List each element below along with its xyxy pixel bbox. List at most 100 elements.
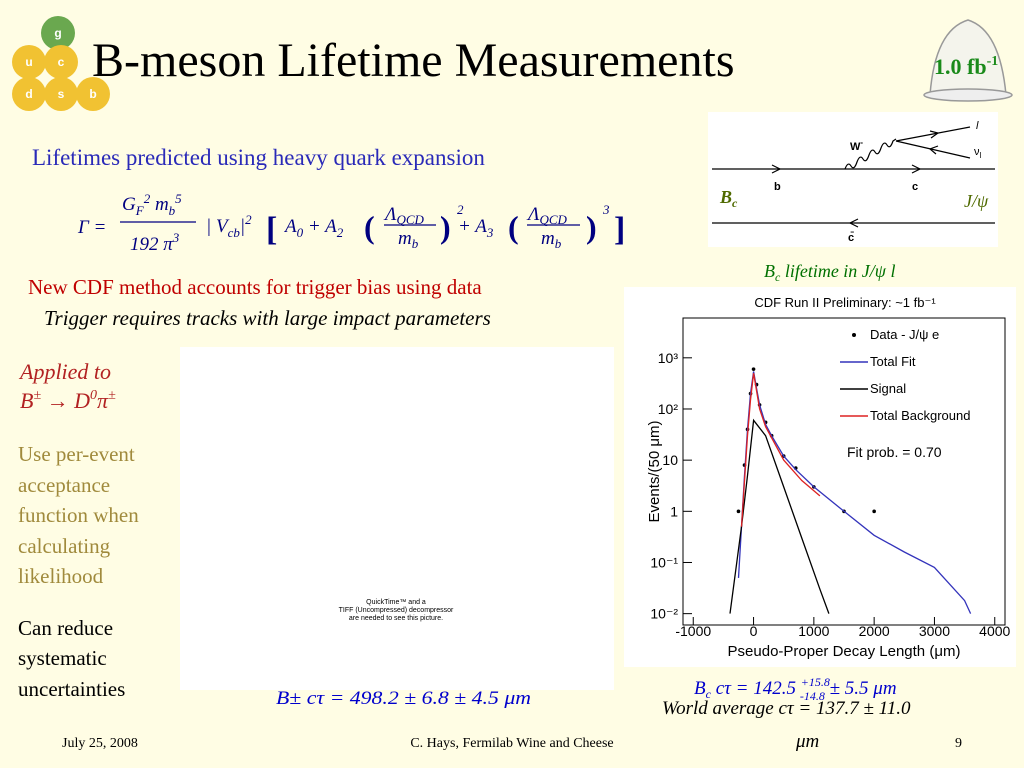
sub: c <box>706 687 712 701</box>
sub: l <box>980 151 982 160</box>
fit-curve <box>729 418 830 614</box>
part <box>771 164 782 174</box>
paren: ( <box>508 209 519 245</box>
logo-letter: s <box>58 87 65 101</box>
footer-date: July 25, 2008 <box>62 736 138 751</box>
paren: ) <box>586 209 597 245</box>
annotation: Fit prob. = 0.70 <box>847 444 942 460</box>
sym: G <box>122 194 136 215</box>
sym: ± 5.5 μm <box>825 678 897 699</box>
text-line: Can reduce <box>18 616 113 640</box>
acceptance-text: Use per-event acceptance function when c… <box>18 442 139 588</box>
nu-label: νl <box>974 146 982 160</box>
data-point <box>736 509 741 514</box>
logo-letter: g <box>54 26 61 40</box>
sub: 2 <box>337 225 344 240</box>
power: 3 <box>602 202 610 217</box>
bracket: [ <box>266 211 277 248</box>
logo-ball <box>44 45 78 79</box>
cbar-label: c̄ <box>848 232 854 244</box>
text-line: function when <box>18 503 139 527</box>
chart: CDF Run II Preliminary: ~1 fb⁻¹ Pseudo-Pr… <box>646 295 1011 660</box>
sup: ± <box>108 388 116 403</box>
trigger-text: Trigger requires tracks with large impac… <box>44 306 491 330</box>
sym: | V <box>206 216 230 237</box>
sym: + A <box>303 216 337 237</box>
sub: b <box>412 236 419 251</box>
world-average: World average cτ = 137.7 ± 11.0 <box>662 698 911 719</box>
plot-frame <box>682 317 1006 626</box>
image-placeholder <box>180 347 614 690</box>
x-axis-label: Pseudo-Proper Decay Length (μm) <box>728 643 961 660</box>
sup: ± <box>33 388 41 403</box>
paren: ( <box>364 209 375 245</box>
text-line: TIFF (Uncompressed) decompressor <box>339 607 454 614</box>
legend-label: Total Background <box>870 408 970 423</box>
sym: B <box>719 187 732 207</box>
logo-ball <box>41 16 75 50</box>
frac-num: ΛQCD <box>526 204 568 227</box>
applied-label: Applied to <box>18 359 111 384</box>
y-axis-label: Events/(50 μm) <box>646 420 663 522</box>
jpsi-label: J/ψ <box>964 191 989 211</box>
x-tick-label: 1000 <box>798 623 829 639</box>
formula: Γ = GF2 mb5 192 π3 | Vcb|2 [ A0 + A2 ( Λ… <box>77 191 625 255</box>
quark-logo: g u c d s b <box>12 16 110 111</box>
text-line: are needed to see this picture. <box>349 615 443 622</box>
logo-ball <box>76 77 110 111</box>
x-tick-label: -1000 <box>675 623 711 639</box>
sup: +15.8 <box>801 675 830 689</box>
text-line: uncertainties <box>18 677 125 701</box>
y-tick-label: 10³ <box>658 350 679 366</box>
w-label: W- <box>850 138 863 153</box>
text-line: QuickTime™ and a <box>366 599 426 606</box>
systematics-text: Can reduce systematic uncertainties <box>18 616 125 701</box>
bell-icon <box>923 19 1013 102</box>
x-tick-label: 2000 <box>859 623 890 639</box>
legend-label: Total Fit <box>870 354 916 369</box>
sub: 3 <box>486 225 494 240</box>
part <box>923 88 1013 102</box>
placeholder-text: QuickTime™ and a TIFF (Uncompressed) dec… <box>339 599 454 622</box>
legend-label: Data - J/ψ e <box>870 327 939 342</box>
sub: -14.8 <box>800 689 825 703</box>
formula-lhs: Γ = <box>77 217 106 238</box>
sym: m <box>541 228 555 249</box>
sub: 0 <box>297 225 304 240</box>
footer-author: C. Hays, Fermilab Wine and Cheese <box>410 736 613 751</box>
sup: 2 <box>144 191 151 206</box>
formula-a0: A0 + A2 <box>283 216 344 240</box>
world-average-unit: μm <box>795 731 819 752</box>
bc-result: Bc cτ = 142.5 +15.8 -14.8 ± 5.5 μm <box>694 675 897 703</box>
sup: 3 <box>172 230 180 245</box>
sym: Λ <box>383 204 397 225</box>
applied-decay: B± → D0π± <box>20 388 116 413</box>
bpm-result: B± cτ = 498.2 ± 6.8 ± 4.5 μm <box>276 688 531 709</box>
text-line: calculating <box>18 534 111 558</box>
logo-letter: u <box>25 55 32 69</box>
sub: QCD <box>539 212 567 227</box>
chart-title: CDF Run II Preliminary: ~1 fb⁻¹ <box>754 295 936 310</box>
sub: b <box>169 203 176 218</box>
logo-ball <box>44 77 78 111</box>
y-tick-label: 10 <box>662 452 678 468</box>
frac-den: mb <box>541 228 562 251</box>
sym: + A <box>458 216 487 237</box>
text-line: Use per-event <box>18 442 135 466</box>
power: 2 <box>457 202 464 217</box>
sym: ν <box>974 146 980 158</box>
diagram-box <box>708 112 998 247</box>
fit-curve <box>740 373 821 527</box>
sup: 0 <box>90 388 97 403</box>
sub: F <box>135 203 145 218</box>
sub: b <box>555 236 562 251</box>
logo-letter: c <box>58 55 65 69</box>
formula-ckm: | Vcb|2 <box>206 212 252 240</box>
text-line: systematic <box>18 646 107 670</box>
logo-ball <box>12 45 46 79</box>
intro-text: Lifetimes predicted using heavy quark ex… <box>32 145 485 170</box>
sym: π <box>97 388 109 413</box>
formula-a3: + A3 <box>458 216 494 240</box>
sym: lifetime in J/ψ l <box>780 261 895 281</box>
